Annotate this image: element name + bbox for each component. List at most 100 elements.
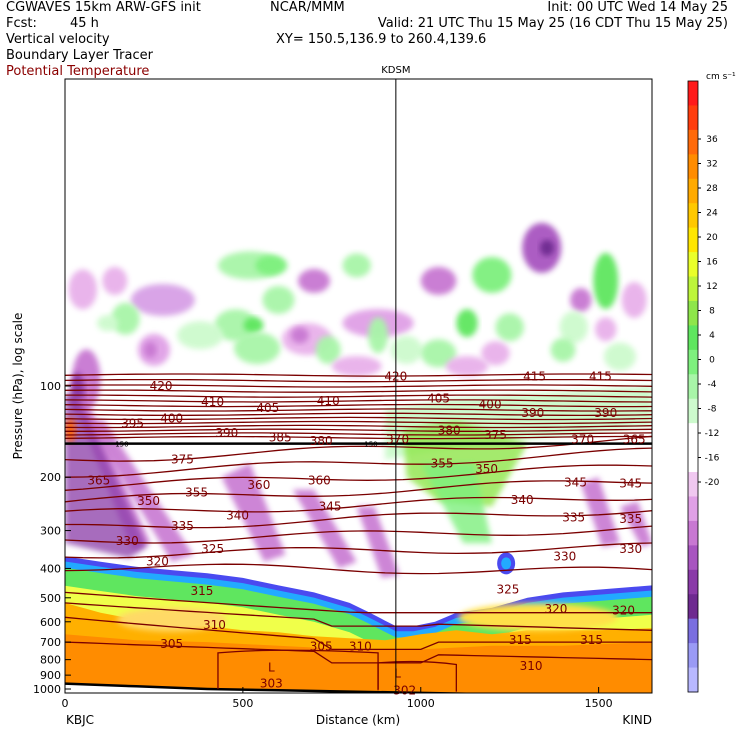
colorbar-swatch [688, 520, 698, 546]
colorbar-swatch [688, 178, 698, 204]
colorbar-tick-label: 28 [706, 184, 718, 194]
theta-contour [65, 394, 652, 398]
theta-contour [65, 412, 652, 417]
theta-label: 390 [594, 406, 617, 420]
velocity-cell [331, 356, 382, 377]
velocity-cell [68, 269, 98, 310]
colorbar-swatch [688, 227, 698, 253]
velocity-cell [390, 335, 423, 364]
y-tick-label: 300 [40, 525, 61, 538]
theta-label: 325 [496, 583, 519, 597]
theta-contour [65, 510, 652, 529]
colorbar-tick-label: 32 [706, 160, 717, 170]
theta-label: 415 [523, 369, 546, 383]
colorbar-tick-label: -12 [705, 429, 720, 439]
theta-contour [65, 424, 652, 429]
colorbar-tick-label: -20 [705, 478, 720, 488]
y-tick-label: 500 [40, 592, 61, 605]
velocity-cell [356, 506, 400, 578]
right-station-label: KIND [622, 713, 652, 727]
velocity-cell [472, 256, 512, 293]
theta-label: 345 [564, 475, 587, 489]
colorbar-tick-label: 4 [709, 331, 715, 341]
theta-contour [65, 378, 652, 383]
theta-label: 405 [427, 392, 450, 406]
colorbar-swatch [688, 325, 698, 351]
theta-label: 400 [479, 397, 502, 411]
theta-contour [65, 373, 652, 377]
theta-contour [65, 420, 652, 425]
theta-contour [65, 399, 652, 403]
field-potential-temperature: Potential Temperature [6, 64, 150, 79]
axes: 0 500 1000 15001002003004005006007008009001… [33, 380, 613, 710]
velocity-cell [290, 327, 309, 344]
velocity-cell [501, 557, 512, 570]
colorbar-swatch [688, 643, 698, 669]
theta-contour [65, 428, 652, 432]
theta-label: 395 [121, 417, 144, 431]
low-label: L [268, 661, 275, 675]
theta-label: 380 [438, 423, 461, 437]
velocity-cell [456, 309, 478, 338]
theta-contour [65, 389, 652, 393]
theta-label: 335 [619, 512, 642, 526]
theta-label: 302 [393, 683, 416, 697]
velocity-cell [233, 332, 281, 365]
colorbar-swatch [688, 594, 698, 620]
colorbar-swatch [688, 252, 698, 278]
theta-label: 315 [191, 584, 214, 598]
colorbar-swatch [688, 569, 698, 595]
velocity-cell [539, 239, 555, 256]
field-vertical-velocity: Vertical velocity [6, 32, 110, 47]
y-axis-label: Pressure (hPa), log scale [11, 313, 25, 460]
theta-contour [65, 435, 652, 462]
theta-label: 315 [509, 633, 532, 647]
theta-contour [65, 496, 652, 513]
velocity-cell [243, 317, 264, 334]
theta-contour [65, 591, 652, 614]
theta-label: 320 [146, 555, 169, 569]
theta-contour [377, 660, 457, 692]
velocity-cell [550, 337, 576, 362]
theta-label: 303 [260, 677, 283, 691]
velocity-cell [130, 283, 195, 316]
velocity-cell [255, 255, 288, 276]
velocity-cell [420, 463, 492, 544]
colorbar-tick-label: -16 [705, 454, 720, 464]
theta-label: 310 [203, 618, 226, 632]
velocity-cell [143, 341, 157, 358]
theta-label: 365 [87, 473, 110, 487]
theta-label: 350 [475, 462, 498, 476]
theta-label: 320 [612, 603, 635, 617]
colorbar-swatch [688, 398, 698, 424]
theta-label: 375 [484, 428, 507, 442]
theta-label: 330 [619, 542, 642, 556]
theta-label: 360 [247, 478, 270, 492]
colorbar-swatch [688, 472, 698, 497]
theta-label: 405 [256, 401, 279, 415]
x-axis-label: Distance (km) [316, 713, 400, 727]
colorbar-swatch [688, 349, 698, 375]
theta-contour [65, 432, 652, 436]
velocity-cell [621, 281, 647, 318]
velocity-cell [481, 341, 510, 366]
kdsm-label: KDSM [381, 65, 410, 76]
tropopause-label: 150 [364, 441, 377, 449]
theta-label: 335 [562, 511, 585, 525]
colorbar-tick-label: -4 [708, 380, 717, 390]
theta-contour [65, 403, 652, 408]
velocity-cell [559, 311, 588, 344]
org-label: NCAR/MMM [270, 0, 345, 15]
velocity-cell [495, 313, 524, 342]
colorbar-tick-label: -8 [708, 405, 717, 415]
colorbar-tick-label: 8 [709, 307, 715, 317]
theta-label: 325 [201, 542, 224, 556]
shaded-field [65, 79, 652, 693]
colorbar-swatch [688, 667, 698, 693]
colorbar-swatch [688, 81, 698, 106]
colorbar-tick-label: 0 [709, 356, 715, 366]
left-station-label: KBJC [66, 713, 94, 727]
y-tick-label: 200 [40, 471, 61, 484]
field-boundary-layer-tracer: Boundary Layer Tracer [6, 48, 153, 63]
